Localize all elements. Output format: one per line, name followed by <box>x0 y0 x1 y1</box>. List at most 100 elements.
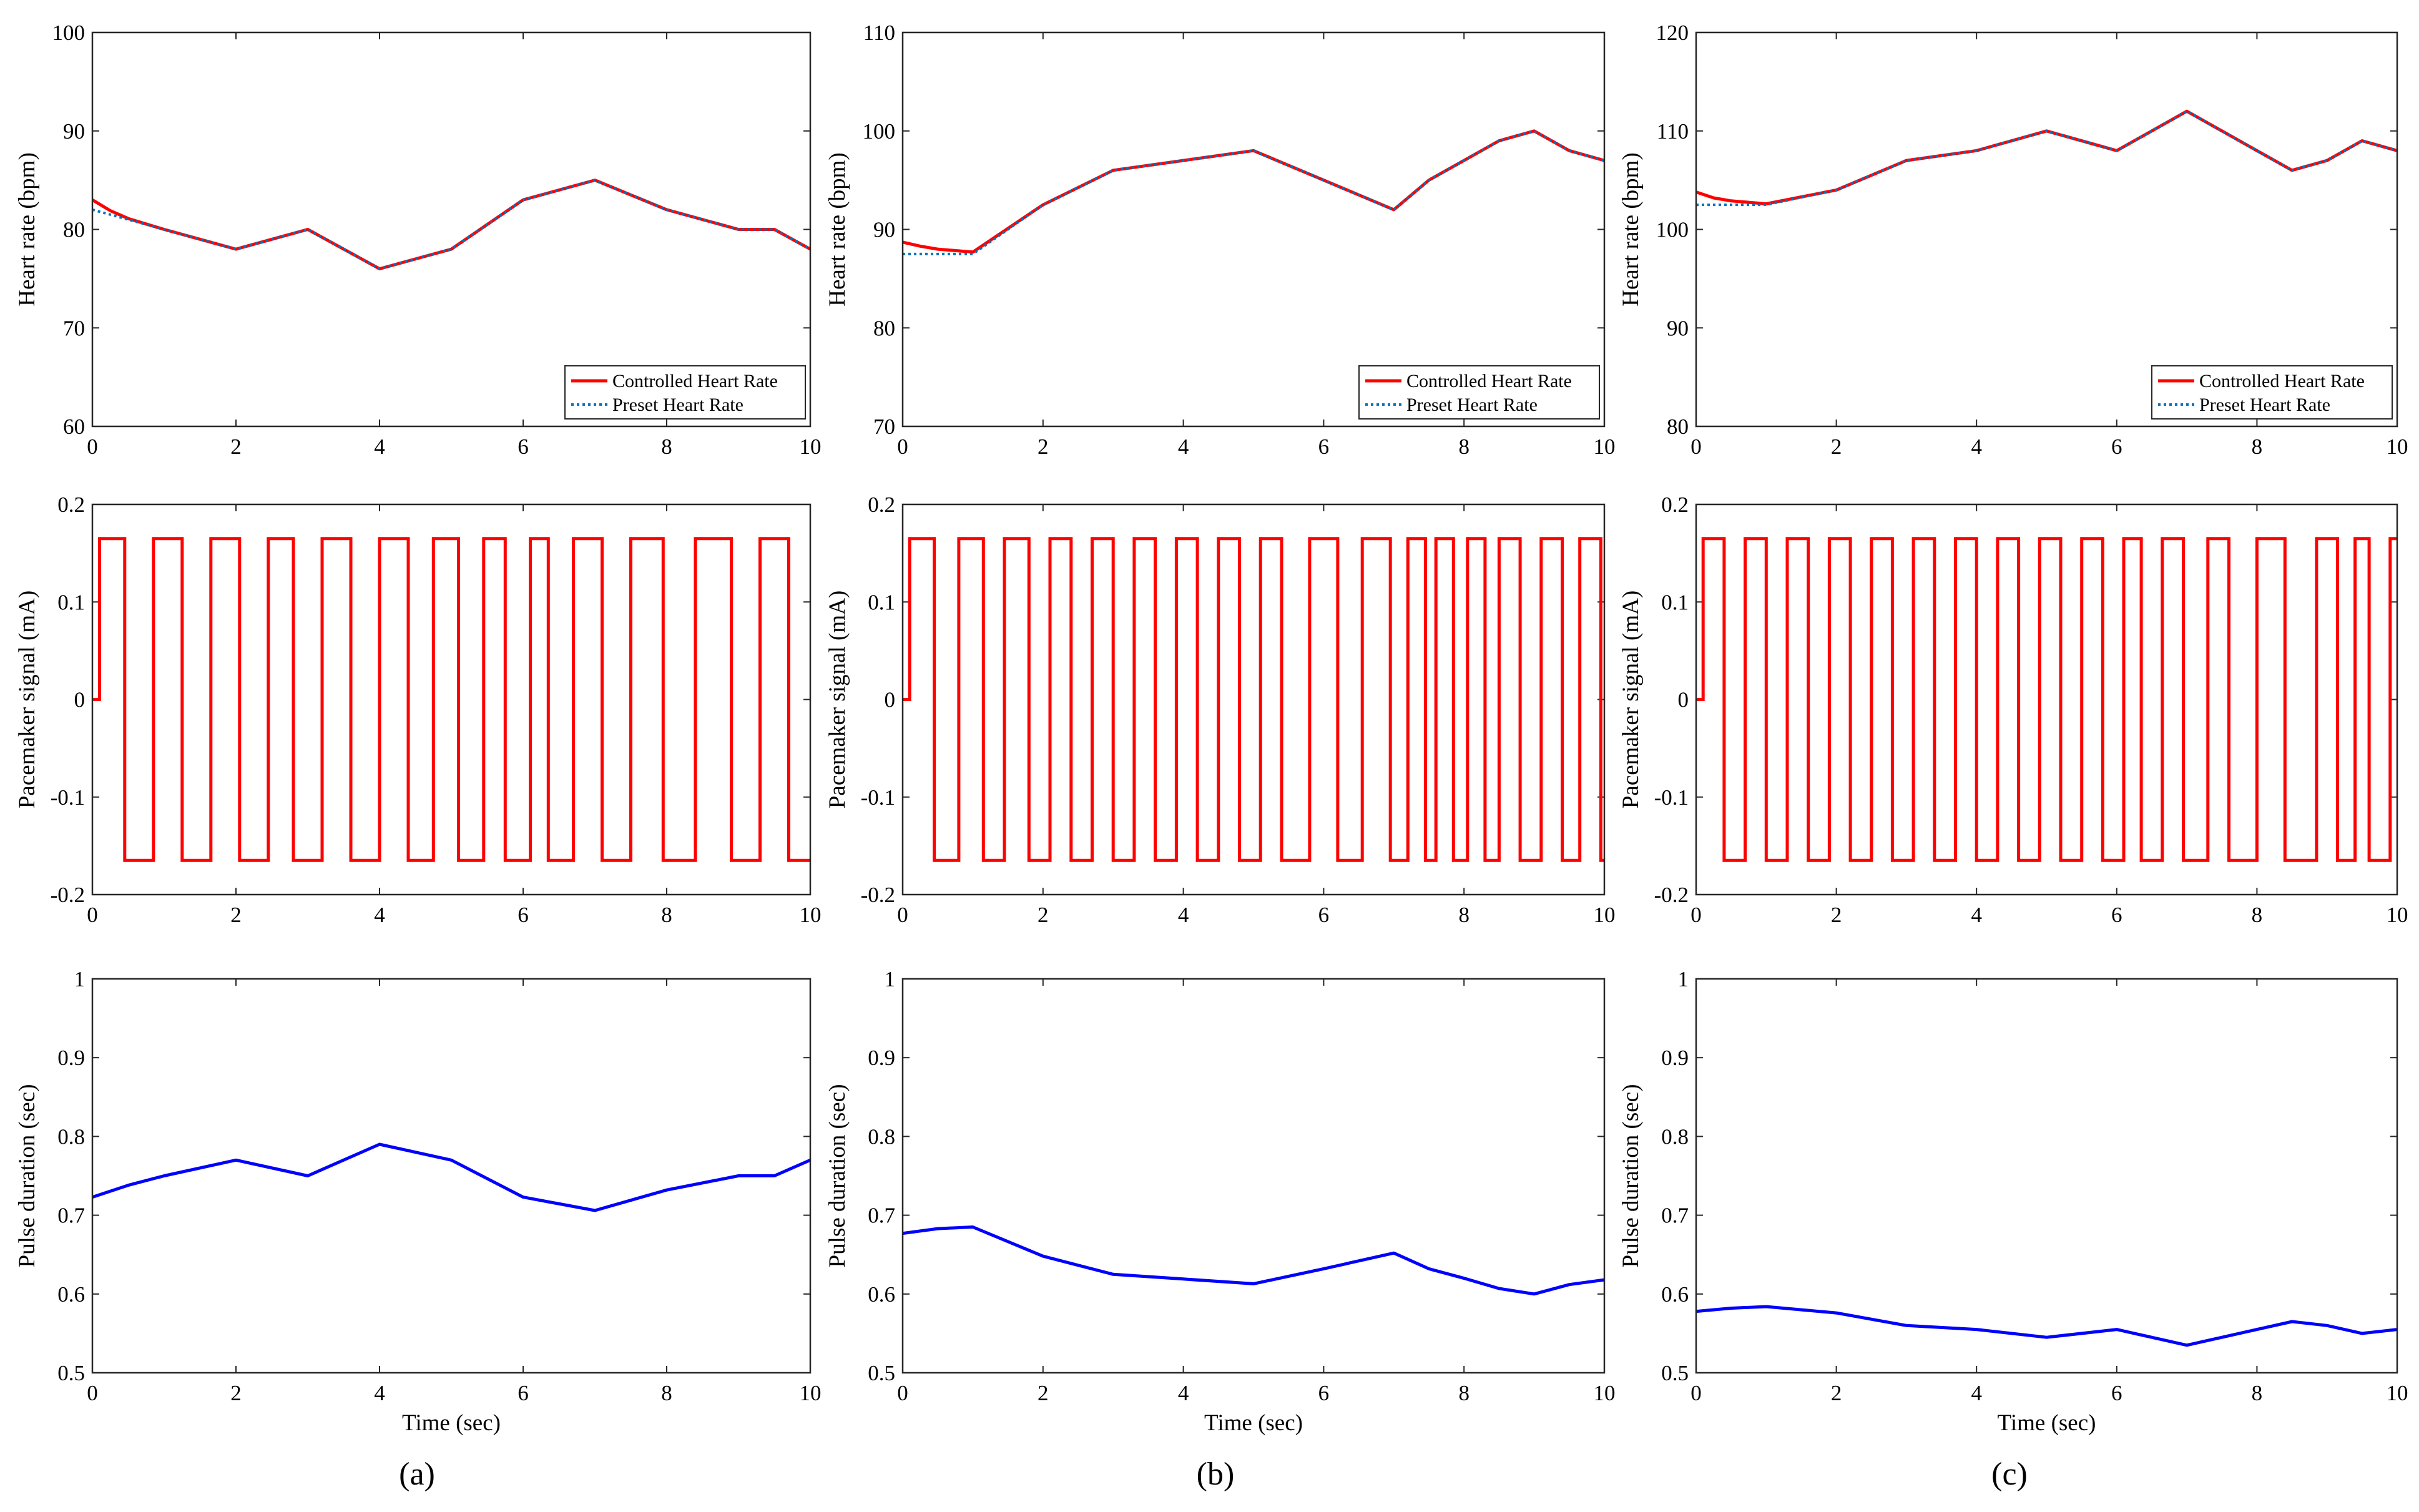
y-tick-label: 80 <box>1667 415 1689 439</box>
x-tick-label: 8 <box>2252 1381 2263 1405</box>
plot-area <box>92 1142 810 1212</box>
panel-c-pulse: 0 2 4 6 8 10 0.5 0.6 0.7 0.8 0.9 1 Pulse duration (s… <box>1618 967 2408 1436</box>
axes-box <box>901 978 1606 1374</box>
y-tick-label: 0.2 <box>1661 493 1689 517</box>
panel-b-pulse: 0 2 4 6 8 10 0.5 0.6 0.7 0.8 0.9 1 Pulse duration (s… <box>825 967 1616 1436</box>
panel-a-heart-rate: 0 2 4 6 8 10 60 70 80 90 100 Heart rate (bpm) Contro… <box>14 21 822 459</box>
panel-a-pacemaker: 0 2 4 6 8 10 -0.2 -0.1 0 0.1 0.2 Pacemaker signal (… <box>14 493 822 927</box>
y-tick-label: 0.1 <box>868 590 895 614</box>
x-tick-label: 2 <box>1038 903 1049 927</box>
x-tick-label: 2 <box>1038 434 1049 459</box>
x-tick-label: 4 <box>1178 903 1189 927</box>
y-tick-label: -0.2 <box>51 883 85 907</box>
series-pacemaker-signal <box>1696 537 2397 862</box>
legend: Controlled Heart Rate Preset Heart Rate <box>2151 365 2393 420</box>
legend-box <box>1358 365 1600 420</box>
x-tick-label: 0 <box>1690 1381 1702 1405</box>
panel-b-pacemaker: 0 2 4 6 8 10 -0.2 -0.1 0 0.1 0.2 Pacemaker signal (… <box>825 493 1616 927</box>
series-pulse-duration <box>92 1142 810 1212</box>
y-tick-label: 0.2 <box>57 493 85 517</box>
panel-label-c: (c) <box>1991 1456 2028 1492</box>
y-tick-label: 0.9 <box>868 1046 895 1070</box>
legend: Controlled Heart Rate Preset Heart Rate <box>564 365 806 420</box>
x-tick-label: 0 <box>897 903 908 927</box>
y-tick-label: 70 <box>873 415 895 439</box>
x-tick-label: 8 <box>661 1381 672 1405</box>
x-tick-label: 10 <box>800 1381 822 1405</box>
y-tick-label: 0.5 <box>868 1361 895 1385</box>
x-tick-label: 2 <box>1831 1381 1842 1405</box>
axes-box <box>901 503 1606 896</box>
x-tick-label: 4 <box>1178 434 1189 459</box>
x-tick-label: 2 <box>230 1381 242 1405</box>
x-axis-label: Time (sec) <box>1204 1410 1303 1436</box>
y-tick-label: 60 <box>63 415 85 439</box>
y-tick-label: 1 <box>1678 967 1689 991</box>
x-tick-label: 2 <box>230 434 242 459</box>
x-tick-label: 2 <box>1831 434 1842 459</box>
y-tick-label: 0.7 <box>57 1204 85 1228</box>
y-tick-label: 70 <box>63 316 85 340</box>
plot-area <box>1696 1305 2397 1347</box>
y-tick-label: 80 <box>873 316 895 340</box>
y-tick-label: 1 <box>885 967 896 991</box>
legend-entry-label: Preset Heart Rate <box>1406 395 1538 415</box>
axes-box <box>1695 978 2398 1374</box>
x-tick-label: 2 <box>1831 903 1842 927</box>
x-tick-label: 10 <box>2387 1381 2408 1405</box>
y-axis-label: Pacemaker signal (mA) <box>14 591 40 808</box>
plot-area <box>92 537 810 862</box>
y-tick-label: 120 <box>1656 21 1689 45</box>
series-pacemaker-signal <box>903 537 1604 862</box>
y-tick-label: 100 <box>1656 218 1689 242</box>
plot-area <box>1696 537 2397 862</box>
y-tick-label: 0.7 <box>868 1204 895 1228</box>
panel-labels-group: (a) (b) (c) <box>399 1456 2028 1492</box>
x-tick-label: 10 <box>800 434 822 459</box>
y-tick-label: 0 <box>1678 688 1689 712</box>
legend-box <box>2151 365 2393 420</box>
y-tick-label: -0.2 <box>861 883 895 907</box>
x-tick-label: 6 <box>518 903 529 927</box>
y-tick-label: 0.5 <box>1661 1361 1689 1385</box>
plot-area <box>903 129 1604 255</box>
legend-entry-label: Preset Heart Rate <box>2199 395 2330 415</box>
panel-b-heart-rate: 0 2 4 6 8 10 70 80 90 100 110 Heart rate (bpm) Contr… <box>825 21 1616 459</box>
y-tick-label: 110 <box>1657 119 1689 144</box>
x-tick-label: 0 <box>87 903 98 927</box>
legend-box <box>564 365 806 420</box>
x-tick-label: 10 <box>2387 903 2408 927</box>
y-tick-label: 0.2 <box>868 493 895 517</box>
x-tick-label: 2 <box>1038 1381 1049 1405</box>
y-tick-label: 0 <box>74 688 86 712</box>
series-preset-heart-rate <box>903 129 1604 255</box>
x-tick-label: 10 <box>1594 434 1616 459</box>
x-tick-label: 0 <box>1690 434 1702 459</box>
y-tick-label: 0.6 <box>57 1282 85 1307</box>
x-tick-label: 6 <box>2111 434 2122 459</box>
axes-box <box>91 503 812 896</box>
x-tick-label: 8 <box>2252 903 2263 927</box>
panel-c-pacemaker: 0 2 4 6 8 10 -0.2 -0.1 0 0.1 0.2 Pacemaker signal (… <box>1618 493 2408 927</box>
legend: Controlled Heart Rate Preset Heart Rate <box>1358 365 1600 420</box>
x-tick-label: 0 <box>87 1381 98 1405</box>
x-tick-label: 10 <box>1594 1381 1616 1405</box>
x-tick-label: 6 <box>1318 1381 1330 1405</box>
series-pulse-duration <box>1696 1305 2397 1347</box>
x-tick-label: 8 <box>1458 903 1470 927</box>
y-tick-label: 0.1 <box>57 590 85 614</box>
y-tick-label: 0 <box>885 688 896 712</box>
x-tick-label: 6 <box>518 1381 529 1405</box>
x-tick-label: 6 <box>518 434 529 459</box>
x-axis-label: Time (sec) <box>1998 1410 2096 1436</box>
x-tick-label: 4 <box>1971 903 1982 927</box>
x-tick-label: 6 <box>2111 903 2122 927</box>
x-tick-label: 8 <box>661 434 672 459</box>
y-tick-label: 1 <box>74 967 86 991</box>
x-tick-label: 8 <box>2252 434 2263 459</box>
plot-area <box>1696 109 2397 207</box>
x-tick-label: 4 <box>374 434 385 459</box>
x-tick-label: 0 <box>87 434 98 459</box>
y-tick-label: -0.1 <box>51 785 85 810</box>
